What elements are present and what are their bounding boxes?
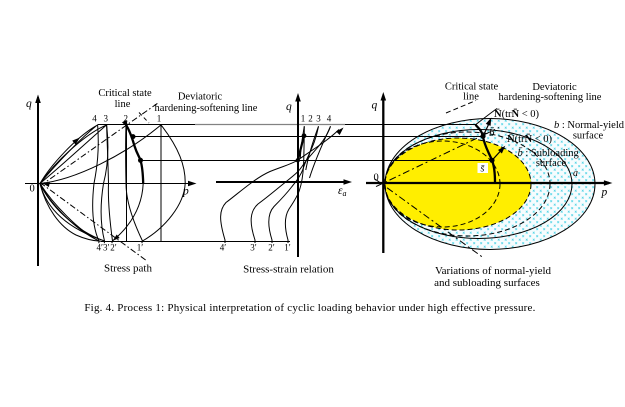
svg-text:2: 2 xyxy=(308,114,313,124)
svg-text:N̄(trN̄ < 0): N̄(trN̄ < 0) xyxy=(494,108,540,120)
svg-text:N̄(trN̄ < 0): N̄(trN̄ < 0) xyxy=(507,133,553,145)
svg-text:1′: 1′ xyxy=(137,243,144,253)
svg-text:3: 3 xyxy=(103,114,108,124)
svg-text:3: 3 xyxy=(316,114,321,124)
svg-text:4: 4 xyxy=(327,114,332,124)
svg-text:p: p xyxy=(182,186,189,198)
svg-text:b : Normal-yield: b : Normal-yield xyxy=(554,120,625,131)
svg-text:1: 1 xyxy=(157,114,162,124)
svg-text:Stress path: Stress path xyxy=(104,263,152,275)
svg-text:q: q xyxy=(372,100,378,112)
svg-text:q: q xyxy=(26,98,32,110)
svg-text:1′: 1′ xyxy=(284,243,291,253)
svg-text:hardening-softening line: hardening-softening line xyxy=(155,103,258,114)
svg-text:hardening-softening line: hardening-softening line xyxy=(499,92,602,103)
svg-text:b̄ : Subloading: b̄ : Subloading xyxy=(518,147,580,159)
svg-text:a: a xyxy=(573,168,578,179)
svg-text:b̄: b̄ xyxy=(489,127,495,139)
svg-text:3′: 3′ xyxy=(250,243,257,253)
svg-text:Critical state: Critical state xyxy=(98,88,152,99)
svg-text:2′: 2′ xyxy=(110,243,117,253)
svg-text:Critical state: Critical state xyxy=(445,82,499,93)
svg-text:2′: 2′ xyxy=(268,243,275,253)
svg-text:q: q xyxy=(286,101,292,113)
svg-text:4′: 4′ xyxy=(220,243,227,253)
svg-text:Deviatoric: Deviatoric xyxy=(178,92,223,103)
svg-text:Deviatoric: Deviatoric xyxy=(532,82,577,93)
svg-text:Stress-strain relation: Stress-strain relation xyxy=(243,264,334,276)
svg-text:surface: surface xyxy=(573,131,604,142)
svg-text:0: 0 xyxy=(30,184,35,195)
svg-text:2: 2 xyxy=(123,114,128,124)
svg-text:1: 1 xyxy=(301,114,306,124)
svg-text:line: line xyxy=(115,99,131,110)
svg-text:εa: εa xyxy=(338,185,347,198)
svg-text:s̄: s̄ xyxy=(481,164,485,175)
svg-text:4′3′: 4′3′ xyxy=(97,243,110,253)
svg-text:line: line xyxy=(463,92,479,103)
svg-text:and subloading surfaces: and subloading surfaces xyxy=(434,277,540,289)
svg-text:4: 4 xyxy=(92,114,97,124)
svg-text:Variations of normal-yield: Variations of normal-yield xyxy=(435,265,552,277)
svg-text:p: p xyxy=(601,187,608,199)
svg-text:Fig. 4. Process 1: Physical i: Fig. 4. Process 1: Physical interpretati… xyxy=(84,302,535,314)
svg-text:0: 0 xyxy=(374,173,379,184)
svg-text:surface: surface xyxy=(536,158,567,169)
